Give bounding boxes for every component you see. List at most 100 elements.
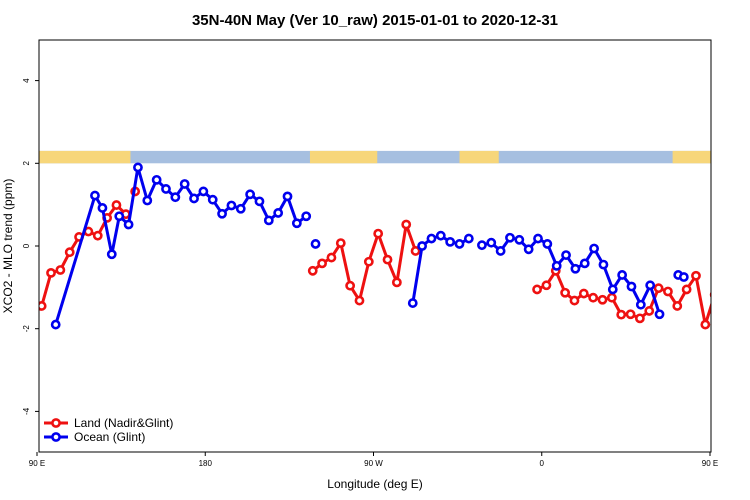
data-point	[542, 239, 553, 249]
data-point	[579, 258, 590, 269]
data-point	[417, 241, 428, 251]
series-ocean	[50, 162, 689, 330]
data-point	[505, 232, 515, 243]
data-point	[46, 267, 56, 278]
data-point	[617, 270, 628, 280]
land-band-segment	[39, 150, 131, 164]
data-point	[90, 190, 100, 201]
chart-title: 35N-40N May (Ver 10_raw) 2015-01-01 to 2…	[192, 12, 558, 29]
data-point	[691, 270, 701, 281]
y-tick-label: -4	[22, 407, 31, 415]
data-point	[97, 203, 108, 213]
data-point	[335, 238, 346, 249]
data-point	[626, 281, 637, 292]
data-point	[114, 211, 125, 222]
data-point	[720, 311, 727, 318]
data-point	[106, 249, 117, 260]
land-band-segment	[459, 150, 499, 164]
data-point	[291, 218, 302, 229]
data-point	[730, 302, 737, 309]
data-point	[363, 256, 374, 267]
data-point	[310, 239, 321, 249]
data-point	[597, 294, 608, 305]
data-point	[50, 319, 61, 330]
x-tick-label: 0	[540, 459, 545, 468]
data-point	[644, 306, 655, 316]
data-point	[625, 309, 636, 320]
data-point	[326, 252, 337, 263]
series-land	[39, 186, 746, 330]
data-point	[514, 234, 525, 245]
legend-label: Land (Nadir&Glint)	[74, 416, 173, 430]
data-point	[454, 239, 465, 249]
data-point	[426, 233, 437, 244]
data-point	[217, 208, 227, 219]
x-axis-label: Longitude (deg E)	[327, 477, 422, 491]
data-point	[111, 200, 122, 210]
data-point	[486, 237, 497, 248]
data-point	[273, 208, 284, 218]
data-point	[245, 189, 256, 200]
data-point	[382, 254, 393, 265]
data-point	[533, 233, 543, 244]
data-point	[92, 230, 103, 241]
data-point	[170, 192, 181, 203]
data-point	[672, 301, 683, 311]
data-point	[207, 194, 218, 205]
data-point	[64, 247, 75, 258]
data-point	[307, 265, 318, 276]
data-point	[301, 211, 312, 222]
data-point	[226, 200, 237, 211]
legend-marker	[51, 418, 61, 428]
data-point	[477, 240, 487, 251]
data-point	[123, 219, 134, 230]
data-point	[654, 309, 665, 320]
data-point	[235, 203, 246, 214]
data-point	[151, 174, 162, 185]
data-point	[569, 295, 580, 306]
legend-marker	[51, 432, 61, 442]
y-axis: -4 -2 0 2 4	[22, 78, 39, 415]
data-point	[588, 292, 599, 303]
data-point	[495, 246, 506, 256]
data-point	[681, 284, 692, 295]
data-point	[161, 184, 171, 194]
data-point	[55, 265, 66, 275]
data-point	[663, 286, 673, 297]
data-point	[354, 295, 365, 306]
legend-label: Ocean (Glint)	[74, 430, 145, 444]
y-tick-label: 0	[22, 243, 31, 248]
data-point	[179, 179, 190, 189]
data-point	[523, 244, 534, 255]
data-point	[551, 260, 562, 271]
data-point	[700, 319, 711, 330]
y-tick-label: 2	[22, 161, 31, 166]
x-tick-label: 180	[199, 459, 213, 468]
data-point	[578, 288, 589, 299]
y-tick-label: -2	[22, 325, 31, 333]
data-point	[133, 162, 143, 173]
x-axis: 90 E 180 90 W 0 90 E	[29, 452, 718, 468]
data-point	[739, 271, 746, 278]
data-point	[560, 287, 571, 298]
data-point	[410, 246, 421, 256]
data-point	[463, 233, 474, 244]
data-point	[345, 280, 356, 291]
data-point	[541, 280, 552, 291]
data-point	[561, 250, 571, 260]
land-band-segment	[309, 150, 378, 164]
y-axis-label: XCO2 - MLO trend (ppm)	[1, 179, 15, 314]
x-tick-label: 90 E	[29, 459, 45, 468]
data-point	[598, 259, 609, 270]
data-point	[645, 280, 656, 291]
data-point	[635, 299, 646, 310]
data-point	[39, 301, 47, 311]
data-point	[407, 298, 418, 308]
data-point	[189, 193, 199, 204]
x-tick-label: 90 W	[364, 459, 383, 468]
data-point	[678, 272, 689, 282]
data-point	[391, 277, 402, 288]
data-point	[435, 230, 446, 241]
data-point	[653, 283, 664, 294]
data-point	[607, 284, 618, 295]
